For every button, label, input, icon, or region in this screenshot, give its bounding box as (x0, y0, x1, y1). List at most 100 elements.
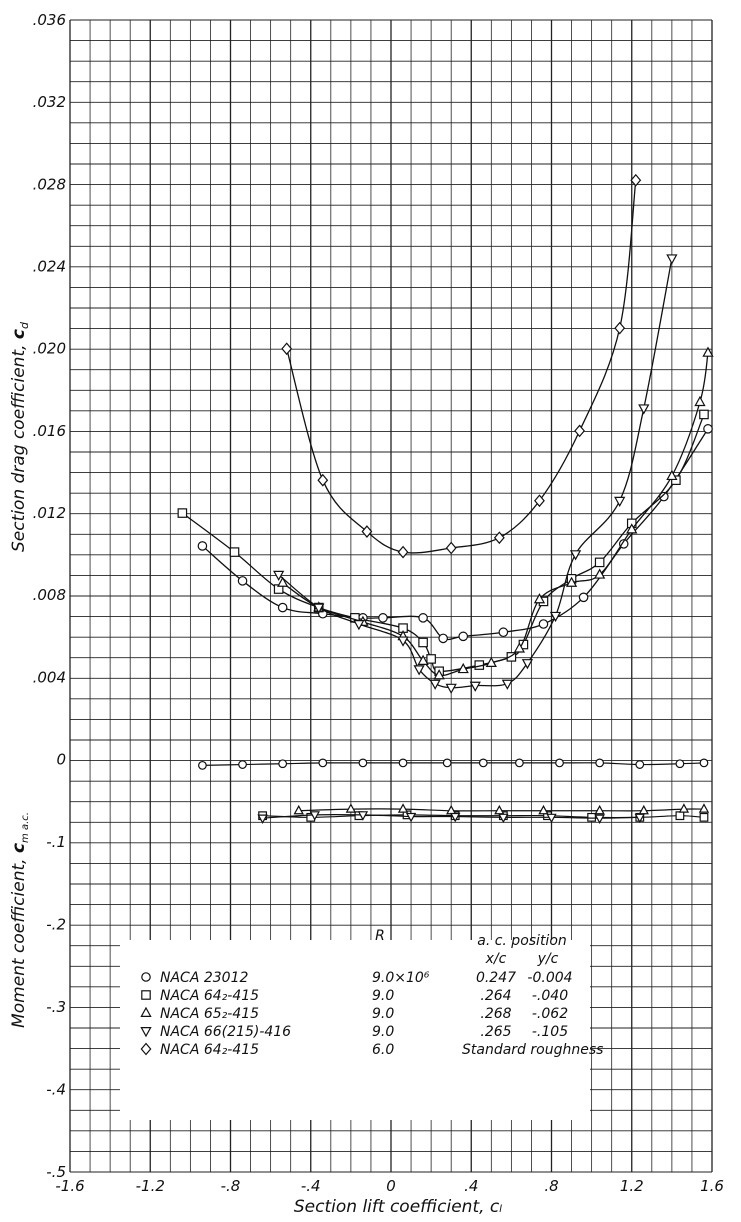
drag-point (457, 662, 469, 674)
drag-tick-label: .024 (33, 258, 66, 276)
moment-point (450, 812, 461, 823)
drag-point (485, 656, 497, 668)
drag-point (397, 545, 409, 559)
legend-marker (141, 990, 151, 1000)
drag-axis-label-main: Section drag coefficient, (9, 339, 29, 552)
drag-point (614, 496, 626, 508)
legend-marker (141, 972, 151, 982)
drag-point (418, 637, 428, 648)
x-tick-label: 0 (386, 1177, 396, 1195)
drag-tick-label: .012 (33, 504, 66, 522)
moment-axis-label-sub: m a.c. (20, 812, 31, 843)
drag-point (702, 346, 714, 357)
x-tick-label: .8 (544, 1177, 558, 1195)
drag-point (493, 531, 505, 545)
moment-axis-label-symbol: c (9, 843, 29, 853)
drag-curve-line (278, 258, 673, 689)
series-5 (281, 173, 642, 559)
moment-point (358, 758, 368, 768)
legend-xc-value: .264 (480, 988, 511, 1004)
drag-point (699, 409, 709, 420)
legend-yc-value: -0.004 (527, 970, 572, 986)
moment-point (345, 803, 357, 813)
legend-series-name: NACA 64₂-415 (160, 988, 259, 1004)
moment-point (635, 760, 645, 769)
drag-curve-line (286, 180, 637, 554)
legend-series-name: NACA 23012 (160, 970, 248, 986)
drag-point (538, 619, 549, 629)
drag-point (638, 404, 650, 415)
x-tick-label: 1.6 (700, 1177, 724, 1195)
drag-point (397, 636, 409, 647)
drag-tick-label: .008 (33, 586, 66, 604)
drag-point (438, 633, 448, 644)
drag-point (618, 539, 629, 549)
moment-point (198, 760, 207, 770)
drag-point (594, 557, 605, 568)
legend-series-name: NACA 64₂-415 (160, 1042, 259, 1058)
series-2 (177, 409, 709, 822)
moment-point (397, 803, 409, 813)
legend-marker (140, 1027, 152, 1038)
legend-r-value: 9.0×10⁶ (372, 970, 430, 986)
moment-tick-label: -.3 (46, 998, 66, 1016)
legend-header-ac: a. c. position (477, 933, 567, 949)
moment-point (515, 758, 524, 768)
x-tick-label: 1.2 (620, 1177, 644, 1195)
moment-point (318, 758, 328, 768)
drag-point (378, 613, 388, 623)
drag-point (703, 424, 713, 434)
drag-tick-label: 0 (56, 751, 66, 769)
moment-point (699, 758, 709, 768)
drag-point (630, 173, 642, 187)
drag-point (237, 576, 248, 586)
moment-point (405, 812, 417, 823)
moment-point (678, 803, 690, 813)
moment-point (357, 811, 369, 821)
moment-point (638, 804, 649, 815)
moment-point (675, 811, 685, 821)
drag-tick-label: .036 (33, 11, 66, 29)
drag-curve-line (282, 352, 709, 677)
legend-marker (140, 1042, 152, 1056)
drag-point (565, 576, 578, 587)
drag-point (569, 550, 582, 561)
legend-r-value: 9.0 (372, 988, 394, 1004)
moment-point (538, 804, 549, 815)
drag-point (353, 620, 365, 631)
drag-curve-line (181, 414, 705, 673)
moment-point (546, 813, 557, 824)
drag-point (521, 659, 534, 670)
drag-point (594, 568, 606, 579)
x-tick-label: -1.6 (55, 1177, 84, 1195)
legend-xc-value: .268 (480, 1006, 511, 1022)
moment-point (634, 813, 645, 824)
moment-point (595, 758, 605, 768)
moment-point (494, 804, 505, 815)
axes: -1.6 -1.2 -.8 -.4 0 .4 .8 1.2 1.6 .036 .032 .028 .02… (33, 11, 724, 1195)
x-tick-label: -1.2 (136, 1177, 165, 1195)
series-1 (197, 424, 713, 770)
moment-point (257, 814, 268, 824)
drag-point (177, 508, 188, 518)
moment-point (398, 758, 408, 768)
moment-point (293, 804, 304, 815)
legend-marker (140, 1006, 152, 1017)
series-layer (177, 173, 714, 824)
drag-point (626, 523, 638, 534)
drag-point (666, 254, 678, 265)
drag-point (277, 576, 289, 587)
moment-point (555, 758, 564, 768)
drag-point (501, 679, 513, 690)
drag-point (317, 473, 329, 487)
legend-r-value: 9.0 (372, 1024, 394, 1040)
drag-point (418, 613, 428, 623)
legend-r-value: 6.0 (372, 1042, 394, 1058)
moment-tick-label: -.1 (46, 833, 66, 851)
x-tick-label: -.8 (221, 1177, 241, 1195)
drag-tick-label: .032 (33, 93, 66, 111)
moment-point (278, 759, 288, 769)
moment-curve-line (202, 762, 704, 766)
